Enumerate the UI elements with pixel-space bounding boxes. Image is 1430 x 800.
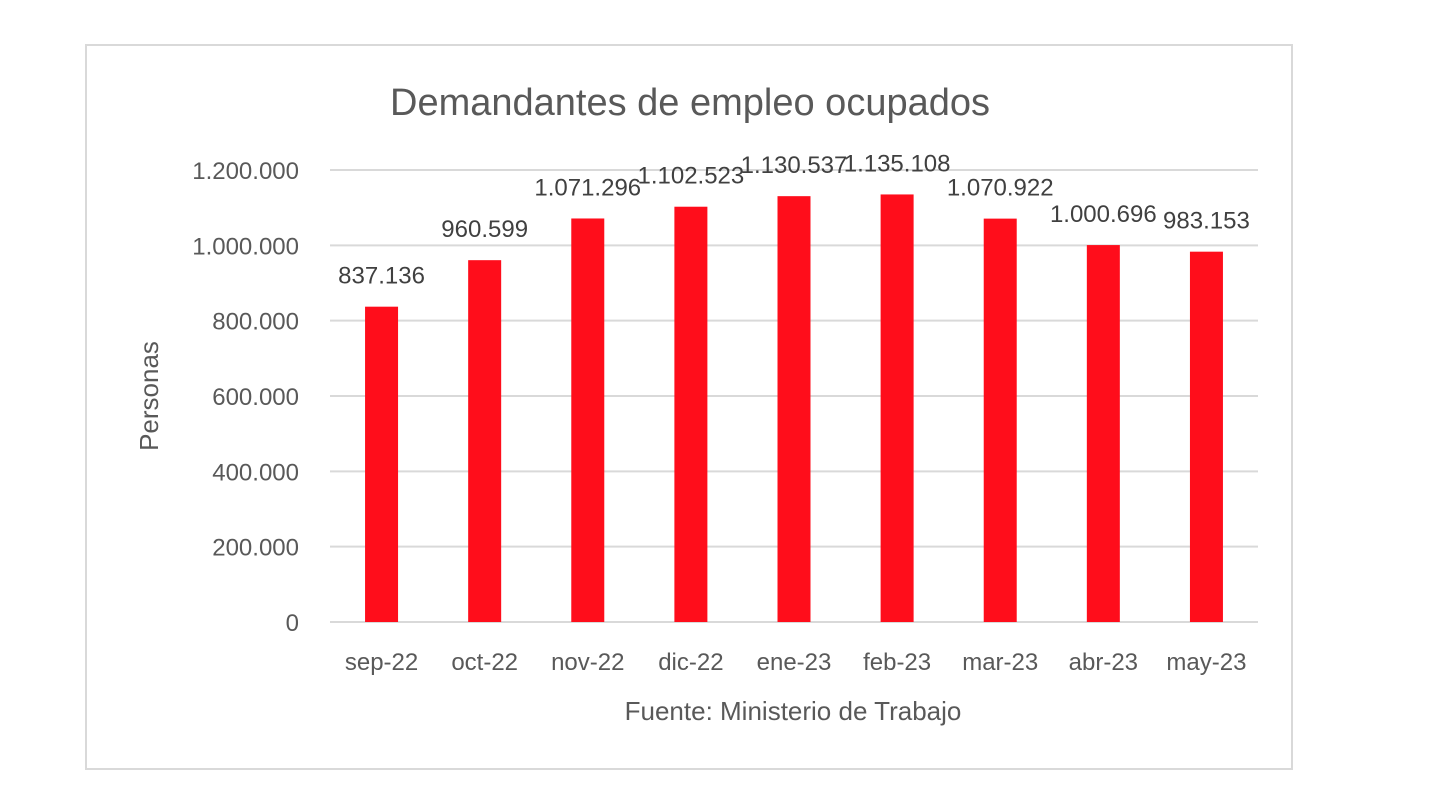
bar-dic-22: [674, 206, 708, 622]
x-tick-label: abr-23: [1069, 649, 1138, 676]
y-tick-label: 800.000: [212, 309, 299, 336]
data-label: 1.102.523: [637, 163, 744, 190]
y-tick-label: 1.200.000: [192, 158, 299, 185]
data-label: 1.000.696: [1050, 201, 1157, 228]
x-tick-label: dic-22: [658, 649, 723, 676]
data-label: 960.599: [441, 216, 528, 243]
data-labels: 837.136 960.5991.071.2961.102.5231.130.53…: [338, 150, 1250, 289]
x-tick-label: mar-23: [962, 649, 1038, 676]
y-tick-label: 0: [286, 610, 299, 637]
bar-may-23: [1189, 251, 1223, 623]
x-tick-label: feb-23: [863, 649, 931, 676]
data-label: 983.153: [1163, 208, 1250, 235]
chart-title: Demandantes de empleo ocupados: [390, 82, 990, 124]
y-tick-label: 400.000: [212, 459, 299, 486]
bar-feb-23: [880, 194, 914, 622]
data-label: 1.071.296: [534, 174, 641, 201]
x-tick-label: ene-23: [757, 649, 832, 676]
bar-oct-22: [468, 260, 502, 622]
bar-sep-22: [365, 306, 399, 622]
y-tick-label: 600.000: [212, 384, 299, 411]
bars: [365, 194, 1223, 623]
y-tick-label: 200.000: [212, 535, 299, 562]
bar-nov-22: [571, 218, 605, 622]
data-label: 1.135.108: [844, 150, 951, 177]
y-axis-ticks: 0 200.000 400.000 600.000 800.000 1.000.000 1.…: [192, 158, 299, 637]
bar-mar-23: [983, 218, 1017, 622]
x-axis-title: Fuente: Ministerio de Trabajo: [625, 696, 962, 726]
x-tick-label: oct-22: [451, 649, 518, 676]
bar-ene-23: [777, 196, 811, 622]
data-label: 1.130.537: [741, 152, 848, 179]
data-label: 1.070.922: [947, 175, 1054, 202]
x-tick-label: may-23: [1166, 649, 1246, 676]
data-label: 837.136: [338, 263, 425, 290]
y-axis-title: Personas: [134, 341, 164, 451]
y-tick-label: 1.000.000: [192, 233, 299, 260]
x-axis-ticks: sep-22 oct-22 nov-22 dic-22 ene-23 feb-23 mar-…: [345, 649, 1247, 676]
x-tick-label: nov-22: [551, 649, 624, 676]
bar-abr-23: [1086, 245, 1120, 622]
x-tick-label: sep-22: [345, 649, 418, 676]
